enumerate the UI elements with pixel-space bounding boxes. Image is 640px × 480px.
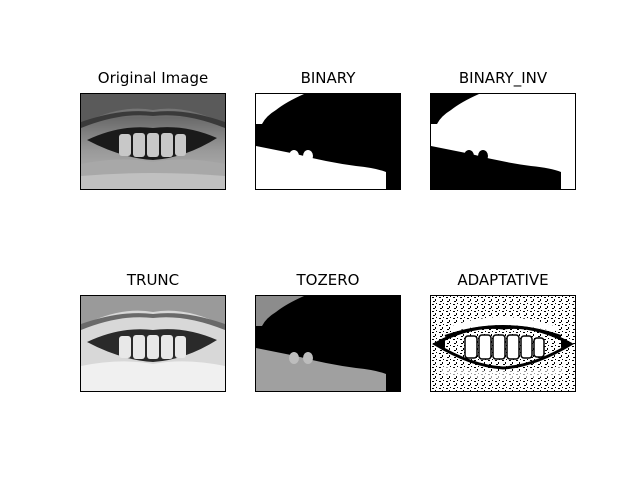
image-panel-tozero <box>255 295 401 392</box>
image-panel-trunc <box>80 295 226 392</box>
subplot-title: Original Image <box>97 69 209 87</box>
image-adaptative <box>431 296 575 391</box>
image-panel-adaptative <box>430 295 576 392</box>
subplot-title: ADAPTATIVE <box>457 271 549 289</box>
image-trunc <box>81 296 225 391</box>
subplot-title: TOZERO <box>296 271 360 289</box>
subplot-title: BINARY_INV <box>458 69 548 87</box>
image-panel-binary-inv <box>430 93 576 190</box>
subplot-title: BINARY <box>300 69 356 87</box>
image-original <box>81 94 225 189</box>
image-panel-binary <box>255 93 401 190</box>
image-panel-original <box>80 93 226 190</box>
image-binary-inv <box>431 94 575 189</box>
image-binary <box>256 94 400 189</box>
image-tozero <box>256 296 400 391</box>
subplot-title: TRUNC <box>126 271 180 289</box>
